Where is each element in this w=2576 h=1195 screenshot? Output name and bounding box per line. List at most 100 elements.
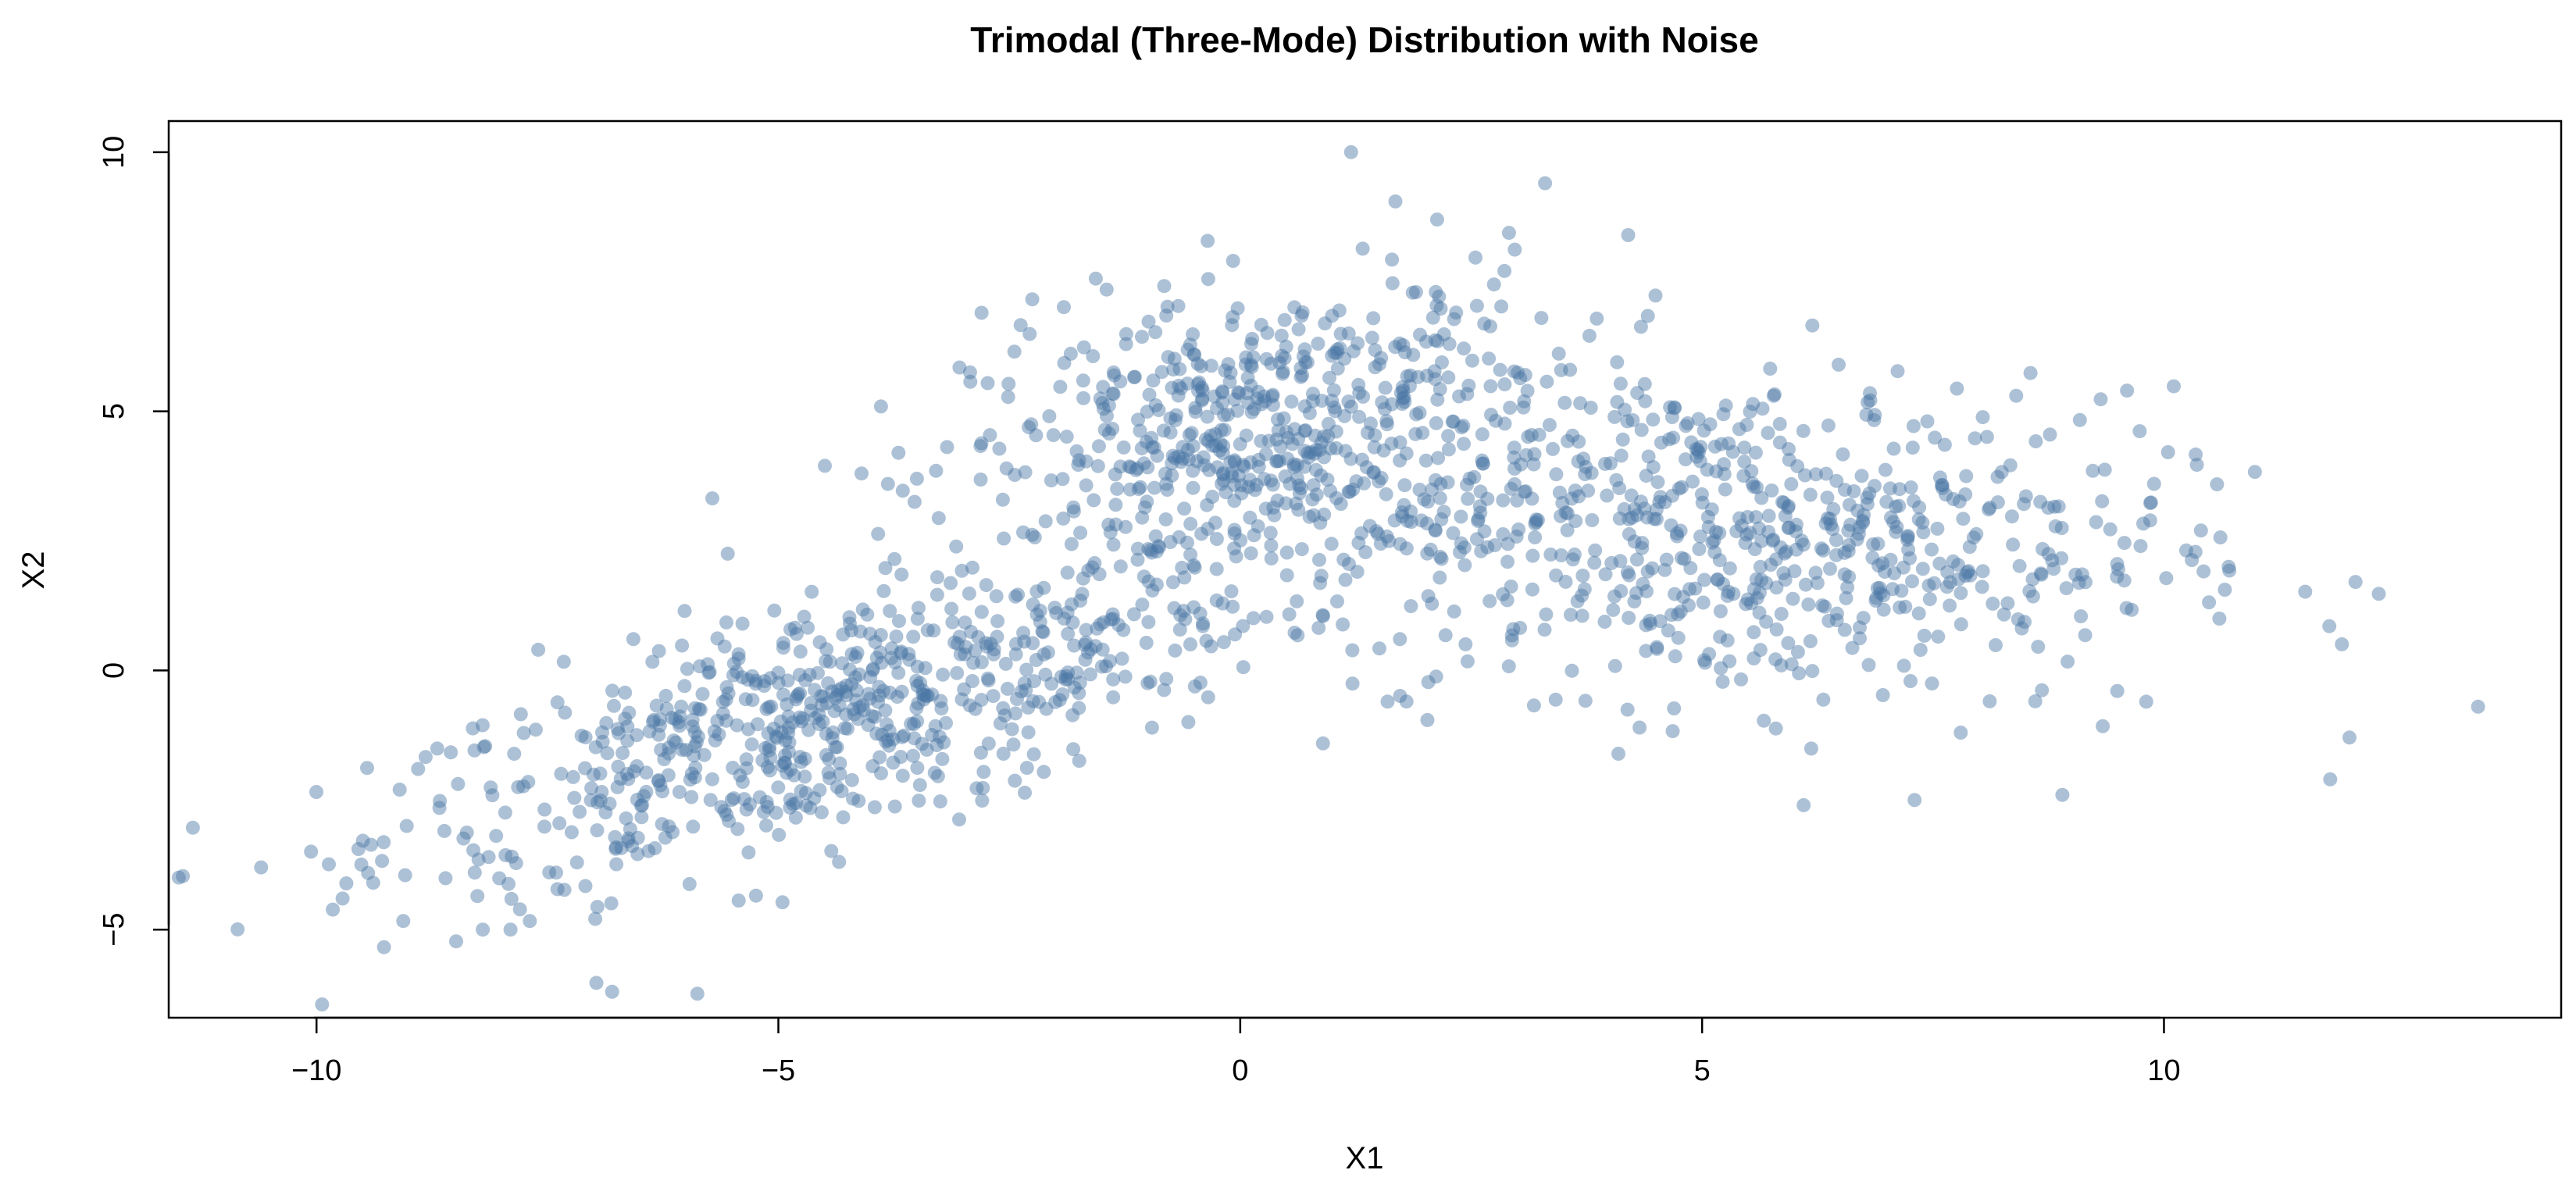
data-point <box>853 624 868 639</box>
data-point <box>1653 614 1668 629</box>
data-point <box>2060 655 2075 669</box>
data-point <box>503 922 518 937</box>
data-point <box>865 759 880 773</box>
data-point <box>1008 589 1023 604</box>
data-point <box>1482 594 1497 608</box>
data-point <box>1165 456 1179 471</box>
data-point <box>819 726 833 741</box>
data-point <box>1525 548 1540 563</box>
data-point <box>1127 369 1142 384</box>
data-point <box>1244 405 1259 419</box>
data-point <box>1789 542 1804 557</box>
data-point <box>1236 619 1251 633</box>
data-point <box>1159 672 1174 687</box>
data-point <box>1270 493 1285 508</box>
data-point <box>1264 473 1279 488</box>
data-point <box>2120 383 2135 398</box>
data-point <box>1915 515 1930 530</box>
data-point <box>1194 380 1209 395</box>
data-point <box>783 762 798 777</box>
data-point <box>1047 601 1062 615</box>
data-point <box>883 604 897 619</box>
data-point <box>2193 523 2208 538</box>
data-point <box>1184 426 1199 441</box>
data-point <box>1397 478 1412 493</box>
data-point <box>1293 481 1308 496</box>
data-point <box>802 667 817 682</box>
data-point <box>937 735 951 750</box>
data-point <box>1856 513 1870 528</box>
data-point <box>1190 454 1204 469</box>
data-point <box>459 826 474 840</box>
data-point <box>1287 626 1302 640</box>
data-point <box>1174 455 1189 469</box>
data-point <box>909 673 924 688</box>
data-point <box>1657 562 1672 577</box>
data-point <box>1525 491 1540 506</box>
data-point <box>1017 634 1032 649</box>
data-point <box>1075 587 1090 601</box>
data-point <box>1227 455 1242 469</box>
data-point <box>2179 543 2193 558</box>
data-point <box>1896 658 1911 673</box>
data-point <box>973 745 988 760</box>
data-point <box>687 701 702 715</box>
data-point <box>973 439 988 454</box>
data-point <box>2034 567 2049 582</box>
data-point <box>2185 553 2200 567</box>
data-point <box>1101 426 1116 441</box>
data-point <box>1076 340 1091 355</box>
data-point <box>878 561 893 576</box>
data-point <box>1821 613 1836 628</box>
data-point <box>875 727 890 742</box>
data-point <box>872 750 887 765</box>
data-point <box>792 710 807 725</box>
data-point <box>1829 533 1843 548</box>
data-point <box>1497 416 1512 431</box>
data-point <box>1382 533 1397 548</box>
data-point <box>911 696 926 711</box>
data-point <box>655 784 669 799</box>
data-point <box>2110 683 2125 698</box>
data-point <box>1821 418 1836 433</box>
data-point <box>769 805 783 820</box>
data-point <box>1986 596 2000 611</box>
data-point <box>1428 523 1443 537</box>
data-point <box>726 761 740 775</box>
data-point <box>1575 588 1589 603</box>
data-point <box>957 682 972 697</box>
data-point <box>1953 726 1968 740</box>
data-point <box>1818 516 1833 531</box>
y-tick-label: −5 <box>98 913 130 947</box>
data-point <box>1457 540 1472 555</box>
data-point <box>1755 401 1770 416</box>
data-point <box>185 820 200 835</box>
data-point <box>805 584 819 599</box>
data-point <box>1598 567 1613 582</box>
data-point <box>1654 435 1668 450</box>
data-point <box>1209 562 1224 576</box>
data-point <box>722 814 736 828</box>
data-point <box>920 622 935 637</box>
data-point <box>1177 501 1192 516</box>
data-point <box>1058 669 1073 683</box>
data-point <box>1620 414 1635 429</box>
data-point <box>1241 395 1256 410</box>
data-point <box>1579 459 1593 474</box>
data-point <box>1315 608 1330 622</box>
data-point <box>894 750 908 765</box>
data-point <box>1215 476 1229 491</box>
data-point <box>803 801 818 815</box>
data-point <box>1640 309 1655 323</box>
data-point <box>1329 490 1343 505</box>
data-point <box>1172 449 1186 464</box>
data-point <box>1157 279 1172 294</box>
data-point <box>2298 584 2313 599</box>
data-point <box>1757 713 1771 728</box>
data-point <box>1304 445 1318 460</box>
data-point <box>1019 683 1033 697</box>
data-point <box>1306 508 1321 523</box>
data-point <box>1860 497 1875 512</box>
data-point <box>756 804 771 819</box>
data-point <box>1906 419 1921 433</box>
